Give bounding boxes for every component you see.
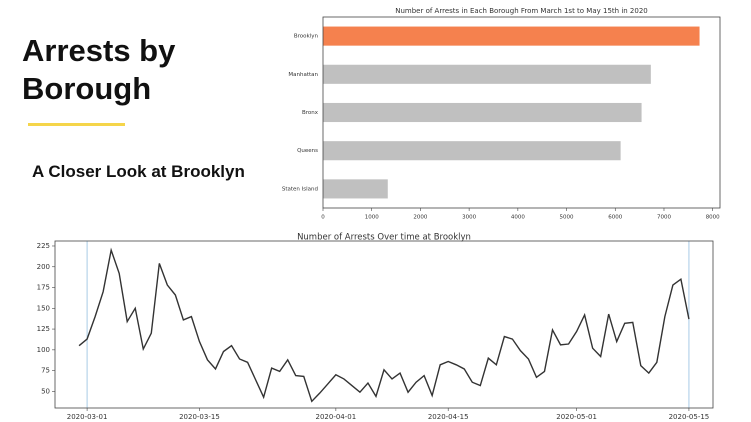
line [78,247,690,403]
x-tick-label: 2020-05-15 [669,413,710,421]
plot-frame [54,240,714,409]
x-tick-label: 2020-04-15 [428,413,469,421]
x-tick-label: 2000 [413,215,427,221]
x-tick-label: 4000 [511,215,525,221]
bar [323,26,700,46]
bar [323,64,651,84]
y-tick-label: Manhattan [288,72,318,78]
x-tick-label: 1000 [365,215,379,221]
y-tick-label: Queens [297,148,318,154]
x-tick-label: 6000 [608,215,622,221]
y-tick-label: 125 [37,325,50,333]
slide-subtitle: A Closer Look at Brooklyn [32,162,245,181]
chart-title: Number of Arrests in Each Borough From M… [395,7,648,15]
y-tick-label: 50 [41,387,50,395]
y-tick-label: 100 [37,346,50,354]
x-tick-label: 2020-04-01 [316,413,357,421]
x-tick-label: 0 [321,215,325,221]
y-tick-label: Brooklyn [294,34,319,40]
chart-title: Number of Arrests Over time at Brooklyn [297,233,471,243]
y-tick-label: 150 [37,304,50,312]
x-tick-label: 2020-05-01 [556,413,597,421]
x-tick-label: 3000 [462,215,476,221]
y-tick-label: 175 [37,284,50,292]
y-tick-label: 200 [37,263,50,271]
x-tick-label: 8000 [706,215,720,221]
x-tick-label: 5000 [560,215,574,221]
x-tick-label: 7000 [657,215,671,221]
plot-frame [322,16,721,209]
slide-title: Arrests by Borough [22,33,176,106]
y-tick-label: Bronx [302,110,319,116]
x-tick-label: 2020-03-01 [67,413,108,421]
y-tick-label: 75 [41,367,50,375]
bar [323,179,388,199]
bar [323,102,642,123]
y-tick-label: Staten Island [282,186,318,192]
y-tick-label: 225 [37,242,50,250]
accent-rule [28,123,125,126]
x-tick-label: 2020-03-15 [179,413,220,421]
bar [323,141,621,161]
